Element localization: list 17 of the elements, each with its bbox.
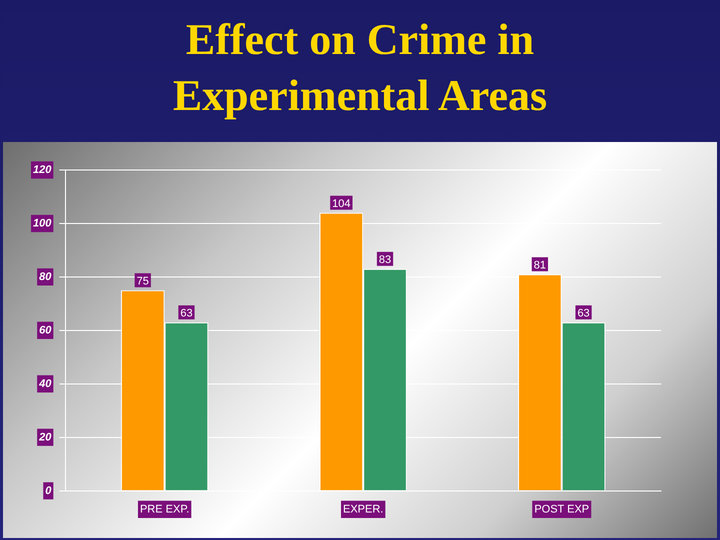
y-tick-label: 80	[39, 270, 52, 283]
data-label: 83	[378, 254, 392, 266]
y-tick-label: 20	[38, 431, 52, 444]
data-label: 104	[332, 198, 351, 210]
data-label: 81	[534, 259, 546, 272]
x-tick-label: POST EXP	[534, 503, 590, 516]
data-label: 75	[136, 275, 149, 288]
y-tick-label: 0	[45, 484, 52, 497]
y-tick-label: 60	[39, 324, 52, 336]
y-tick-label: 120	[32, 164, 52, 176]
x-tick-label: EXPER.	[342, 503, 384, 516]
x-tick-label: PRE EXP.	[140, 503, 190, 516]
data-label: 63	[577, 307, 590, 320]
data-label: 63	[180, 307, 193, 320]
y-tick-label: 40	[38, 378, 52, 390]
y-tick-label: 100	[32, 218, 52, 230]
chart-title: Effect on Crime in Experimental Areas	[172, 14, 548, 122]
